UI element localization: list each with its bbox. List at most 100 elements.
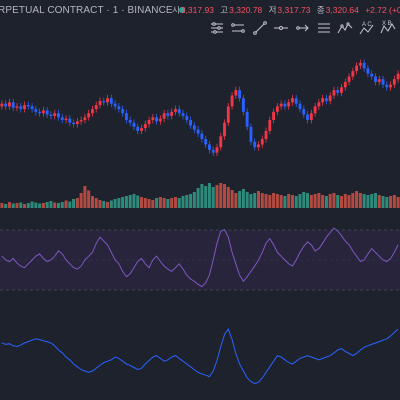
candle-body [234,90,238,96]
candle-body [140,128,143,131]
volume-bar [158,197,162,208]
candle-body [257,144,260,148]
candle-body [396,73,400,80]
low-value: 3,317.73 [277,5,311,15]
candle-body [132,122,136,127]
volume-bar [23,204,27,208]
candle-body [253,141,257,148]
tool-zigzag-pattern[interactable] [336,19,354,37]
tool-abcd-pattern[interactable]: A C [358,19,376,37]
volume-bar [90,196,94,208]
volume-bar [332,193,336,208]
volume-bar [321,195,325,208]
candle-body [147,120,151,125]
lower-indicator-series [1,327,399,385]
volume-bar [143,198,147,208]
volume-bar [166,199,170,208]
candle-body [158,118,162,122]
volume-bar [343,194,347,208]
candle-body [41,110,45,114]
close-value: 3,320.64 [325,5,359,15]
candle-body [53,113,57,116]
candle-body [94,105,98,110]
candle-body [385,84,389,88]
high-label: 고 [220,5,229,15]
volume-bar [173,197,177,208]
candle-body [19,106,23,110]
candle-body [343,81,347,88]
candle-body [128,120,132,123]
volume-bar [45,202,49,208]
arrow-line-icon [295,24,309,32]
candle-body [392,79,396,85]
open-value: 3,317.93 [180,5,214,15]
candle-body [106,98,109,103]
volume-bar [366,195,370,208]
symbol-title[interactable]: RPETUAL CONTRACT · 1 · BINANCE [0,4,173,16]
rsi-series [1,227,399,288]
tool-trend-line[interactable] [251,19,269,37]
candle-body [136,126,140,131]
candle-body [204,139,208,145]
tool-parallel-channel[interactable] [315,19,333,37]
volume-bar [147,199,151,208]
volume-bar [185,195,189,208]
volume-bar [256,191,260,208]
volume-bar [317,193,321,208]
volume-bar [279,195,283,208]
volume-bar [34,202,38,208]
volume-bar [60,202,64,208]
volume-bar [290,195,294,208]
tool-xabcd-pattern[interactable]: X B [379,19,397,37]
volume-bar [41,203,45,208]
candle-body [389,84,392,88]
volume-bar [121,197,125,208]
candle-body [264,130,268,140]
candle-body [238,90,242,99]
candle-body [332,90,336,96]
open-label: 시 [172,5,180,15]
candle-body [75,121,79,125]
candle-body [72,122,76,125]
candle-body [124,113,128,120]
candle-body [272,111,276,120]
tool-channel[interactable] [229,19,247,37]
volume-bar [287,194,291,208]
candle-body [109,98,113,104]
rsi-pane [0,229,400,291]
tool-arrow-line[interactable] [294,19,312,37]
candle-body [87,113,91,118]
volume-bar [389,196,393,208]
volume-bar [306,193,310,208]
horizontal-line-icon [274,26,289,30]
candle-body [57,113,60,118]
volume-bar [132,194,136,208]
volume-bar [136,195,140,208]
candle-body [230,95,234,107]
candle-body [83,117,87,120]
xabcd-pattern-icon: X B [380,21,396,34]
tool-horizontal-line[interactable] [272,19,290,37]
volume-bar [230,190,234,208]
candle-body [117,106,121,110]
candle-body [208,144,211,150]
candle-body [68,118,72,123]
volume-bar [177,198,181,208]
volume-bar [106,202,110,208]
candle-body [91,109,94,114]
candle-body [64,118,68,120]
candle-body [370,73,374,77]
volume-bar [170,198,174,208]
tool-horizontal-sliders[interactable] [208,19,226,37]
candle-body [287,102,291,107]
volume-bar [355,191,359,208]
candle-body [38,111,42,114]
volume-bar [215,185,219,208]
volume-bar [19,202,23,208]
volume-bar [324,196,328,208]
candle-body [155,117,159,122]
volume-bar [38,203,42,208]
candle-body [362,62,366,69]
candle-body [294,98,298,104]
